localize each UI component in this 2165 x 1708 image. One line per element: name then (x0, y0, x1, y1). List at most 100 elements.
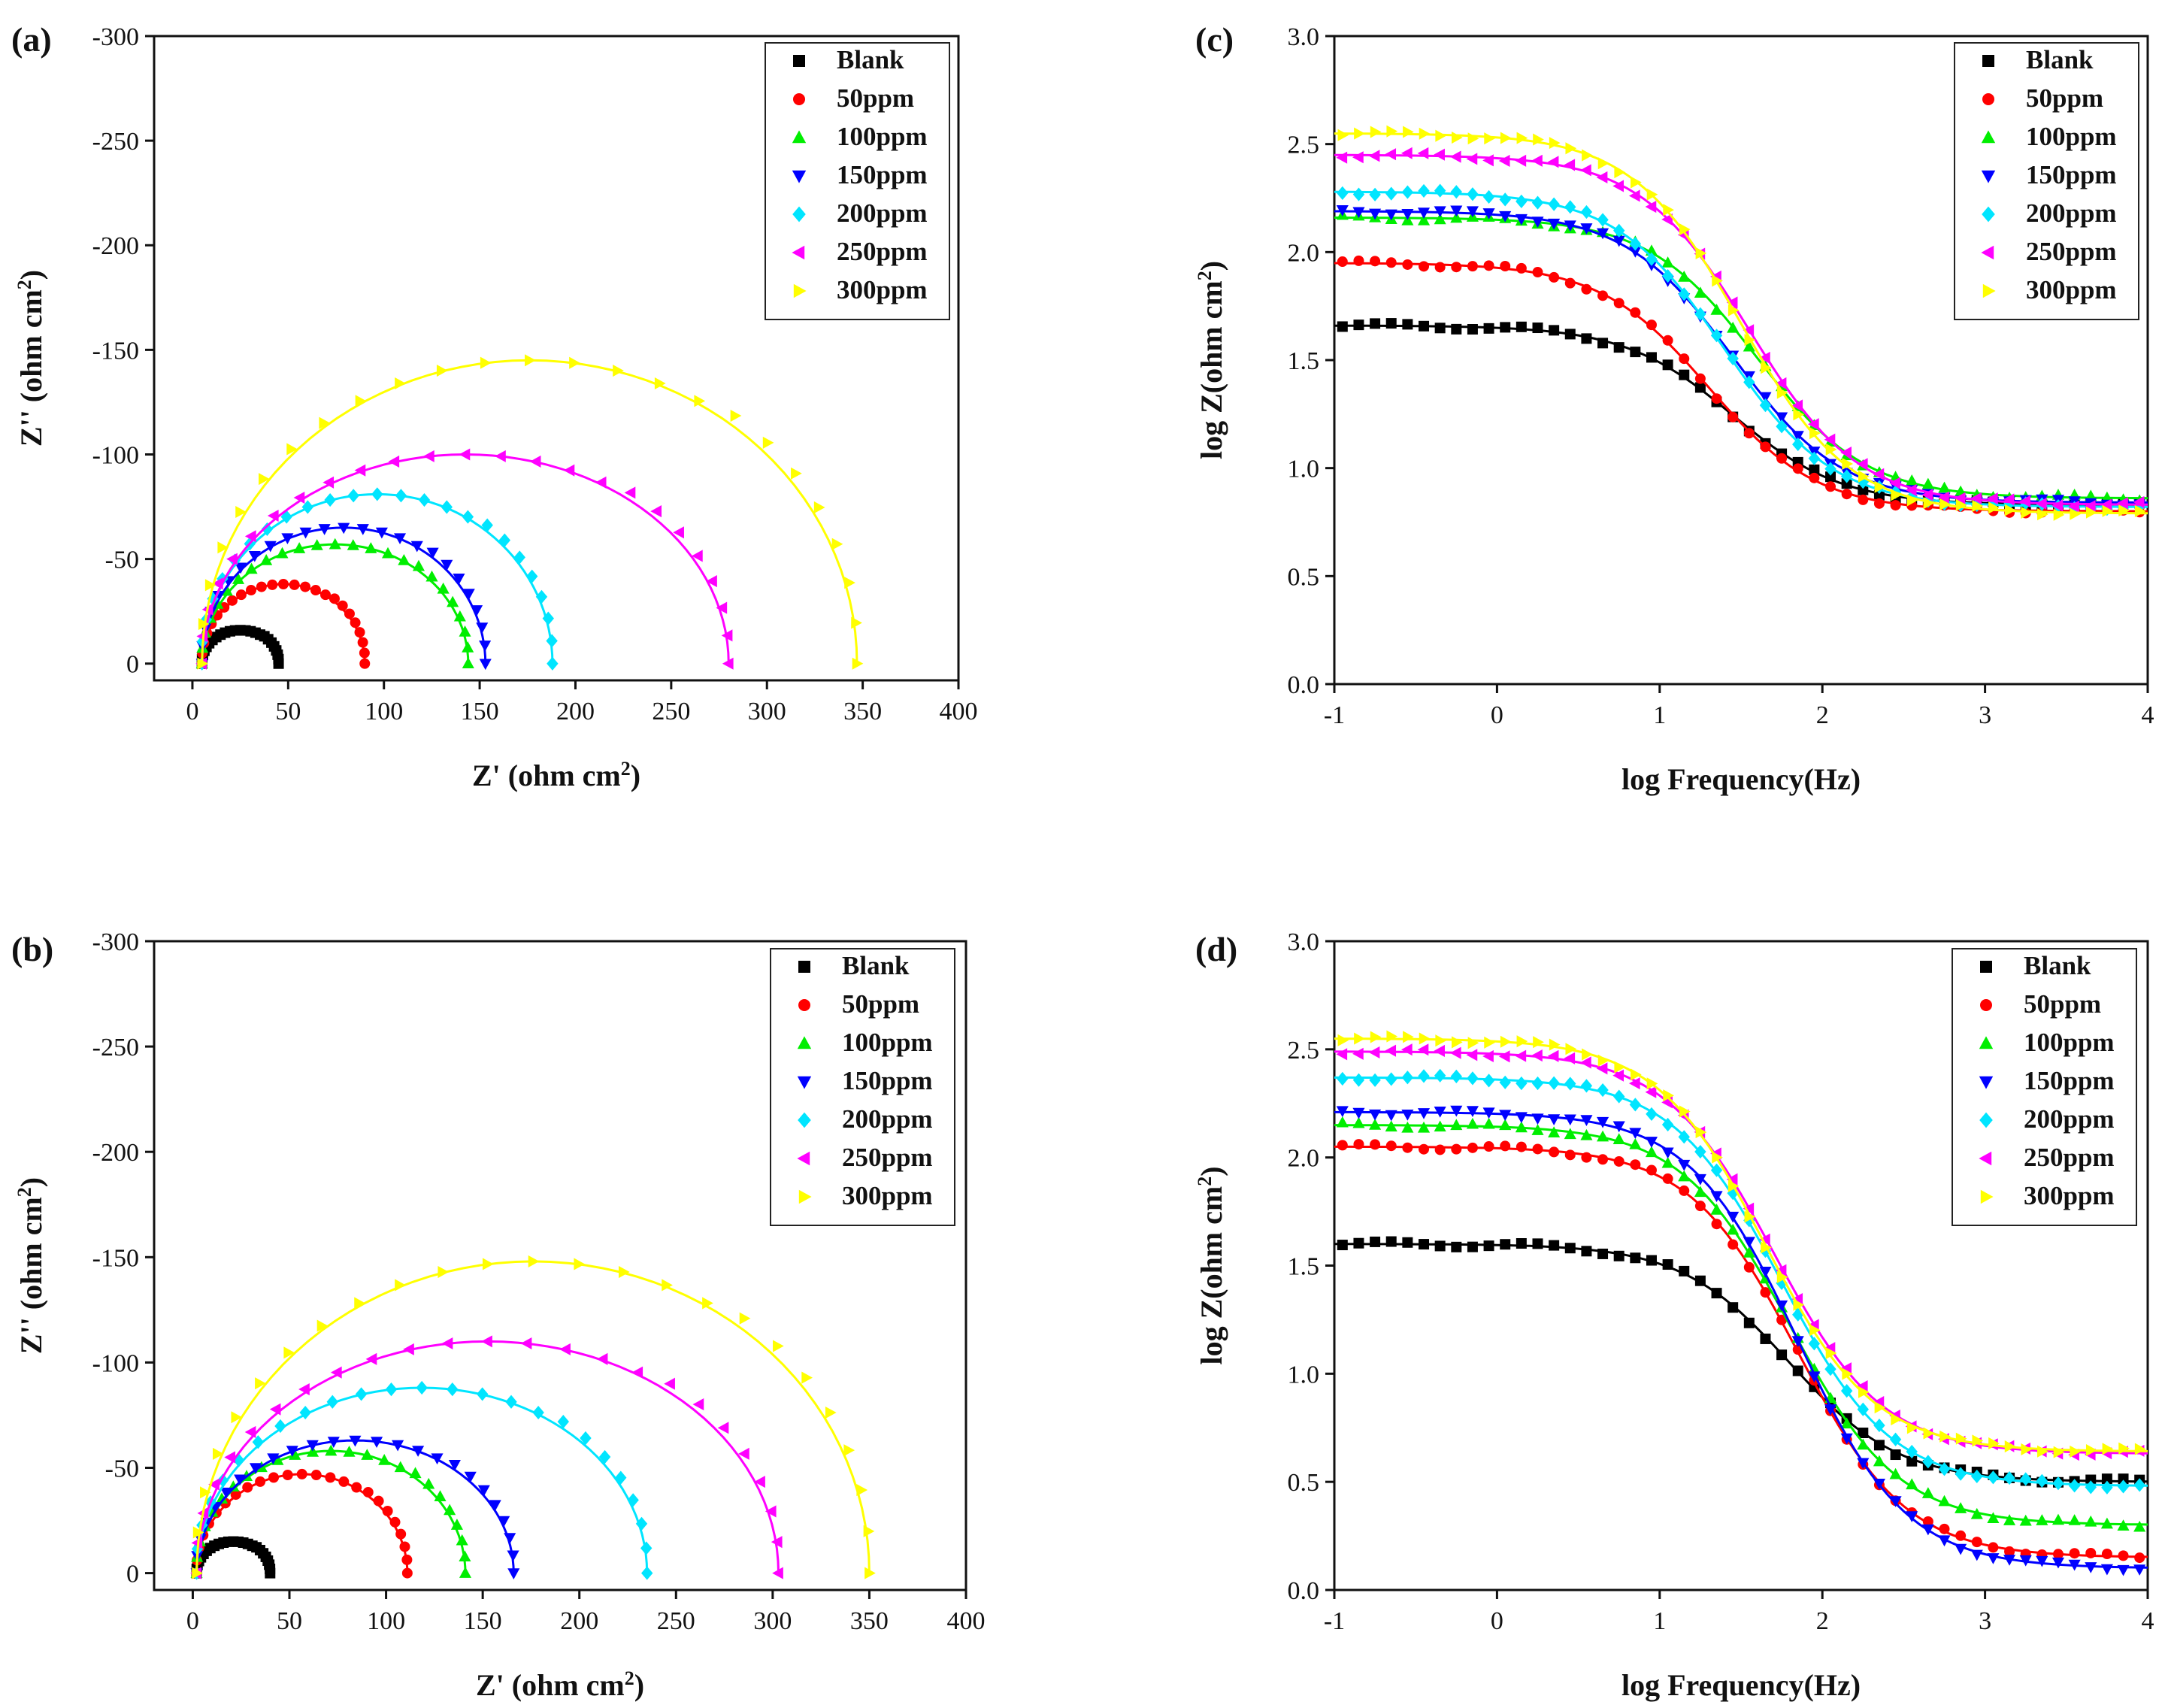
y-tick-label: -100 (92, 441, 139, 469)
x-tick-label: 2 (1816, 1607, 1829, 1635)
data-point (1337, 1071, 1349, 1086)
legend: Blank 50ppm 100ppm 150ppm 200ppm 250ppm 300ppm (770, 948, 955, 1226)
data-point (1694, 1173, 1706, 1186)
data-point (1434, 1144, 1446, 1155)
data-point (1630, 1159, 1641, 1170)
legend: Blank 50ppm 100ppm 150ppm 200ppm 250ppm 300ppm (765, 42, 950, 320)
data-point (2134, 504, 2146, 518)
x-tick-label: 100 (365, 698, 403, 725)
data-point (1663, 204, 1675, 217)
data-point (226, 553, 238, 565)
data-point (1499, 192, 1511, 207)
data-point (373, 1495, 384, 1507)
data-point (1450, 1105, 1463, 1117)
legend-box (1952, 948, 2137, 1226)
data-point (337, 600, 348, 611)
data-point (1630, 307, 1641, 318)
data-point (1403, 1031, 1414, 1043)
data-point (1564, 159, 1576, 171)
data-point (1906, 1422, 1918, 1434)
y-tick-label: 3.0 (1288, 23, 1320, 51)
legend-marker (1981, 245, 1994, 260)
legend-marker (1980, 961, 1992, 973)
data-point (1631, 1068, 1642, 1081)
data-point (641, 1566, 653, 1580)
data-point (851, 616, 862, 629)
data-point (2021, 1443, 2033, 1455)
data-point (1906, 1455, 1918, 1467)
panel-label: (b) (11, 930, 53, 968)
data-point (310, 1470, 322, 1481)
data-point (844, 577, 855, 589)
data-point (1661, 1117, 1674, 1132)
series-Blank (1334, 318, 2148, 513)
data-point (234, 1474, 247, 1486)
data-point (2085, 489, 2097, 501)
fit-curve-300ppm (195, 1260, 871, 1573)
data-point (459, 1550, 471, 1562)
data-point (754, 1476, 765, 1488)
legend-marker (793, 283, 807, 298)
data-point (1354, 1032, 1365, 1045)
data-point (1352, 207, 1365, 219)
data-point (370, 1437, 383, 1448)
data-point (1401, 209, 1414, 220)
data-point (1613, 1089, 1625, 1104)
data-point (269, 1403, 281, 1416)
data-point (1825, 471, 1836, 483)
data-point (1549, 325, 1560, 336)
legend-marker (1980, 1189, 1994, 1204)
data-point (1726, 1173, 1738, 1186)
data-point (1516, 1237, 1527, 1249)
data-point (598, 1449, 611, 1464)
data-point (447, 595, 459, 607)
fit-curve-100ppm (201, 543, 470, 664)
data-point (1434, 262, 1446, 273)
data-point (1353, 1139, 1364, 1150)
data-point (1516, 262, 1527, 274)
data-point (395, 377, 406, 390)
data-point (1954, 492, 1966, 504)
data-point (252, 1435, 265, 1449)
data-point (403, 1343, 414, 1355)
data-point (2085, 1562, 2097, 1573)
y-tick-label: -250 (92, 128, 139, 156)
data-point (1612, 180, 1624, 192)
data-point (1955, 1530, 1967, 1541)
y-tick-label: 1.5 (1288, 347, 1320, 375)
data-point (1645, 1146, 1658, 1158)
data-point (1580, 223, 1593, 235)
data-point (1337, 1140, 1348, 1151)
data-point (1515, 1112, 1528, 1124)
data-point (215, 1492, 229, 1504)
data-point (1467, 1071, 1479, 1086)
data-point (738, 1447, 749, 1460)
data-point (772, 1567, 783, 1579)
data-point (192, 1567, 203, 1579)
series-250ppm (190, 1335, 783, 1579)
data-point (1435, 129, 1447, 142)
data-point (2053, 1446, 2065, 1458)
data-point (350, 617, 361, 628)
data-point (1858, 494, 1869, 505)
legend-entry: 100ppm (2024, 1028, 2115, 1057)
ylabel-end: ) (1195, 261, 1228, 271)
data-point (1988, 501, 2000, 514)
data-point (1727, 1211, 1740, 1223)
data-point (1434, 1120, 1446, 1132)
data-point (462, 589, 475, 600)
data-point (267, 579, 278, 590)
data-point (1449, 1046, 1461, 1059)
data-point (1564, 220, 1576, 232)
data-point (1596, 1062, 1608, 1075)
data-point (286, 443, 298, 456)
ylabel-text: Z'' (ohm cm (14, 289, 48, 447)
data-point (1450, 185, 1462, 199)
data-point (395, 1528, 407, 1540)
data-point (739, 1312, 751, 1325)
data-point (1531, 217, 1544, 228)
xlabel-text: log Frequency(Hz) (1621, 762, 1861, 796)
y-tick-label: 0.5 (1288, 563, 1320, 591)
data-point (1483, 260, 1494, 271)
data-point (1628, 1077, 1640, 1090)
